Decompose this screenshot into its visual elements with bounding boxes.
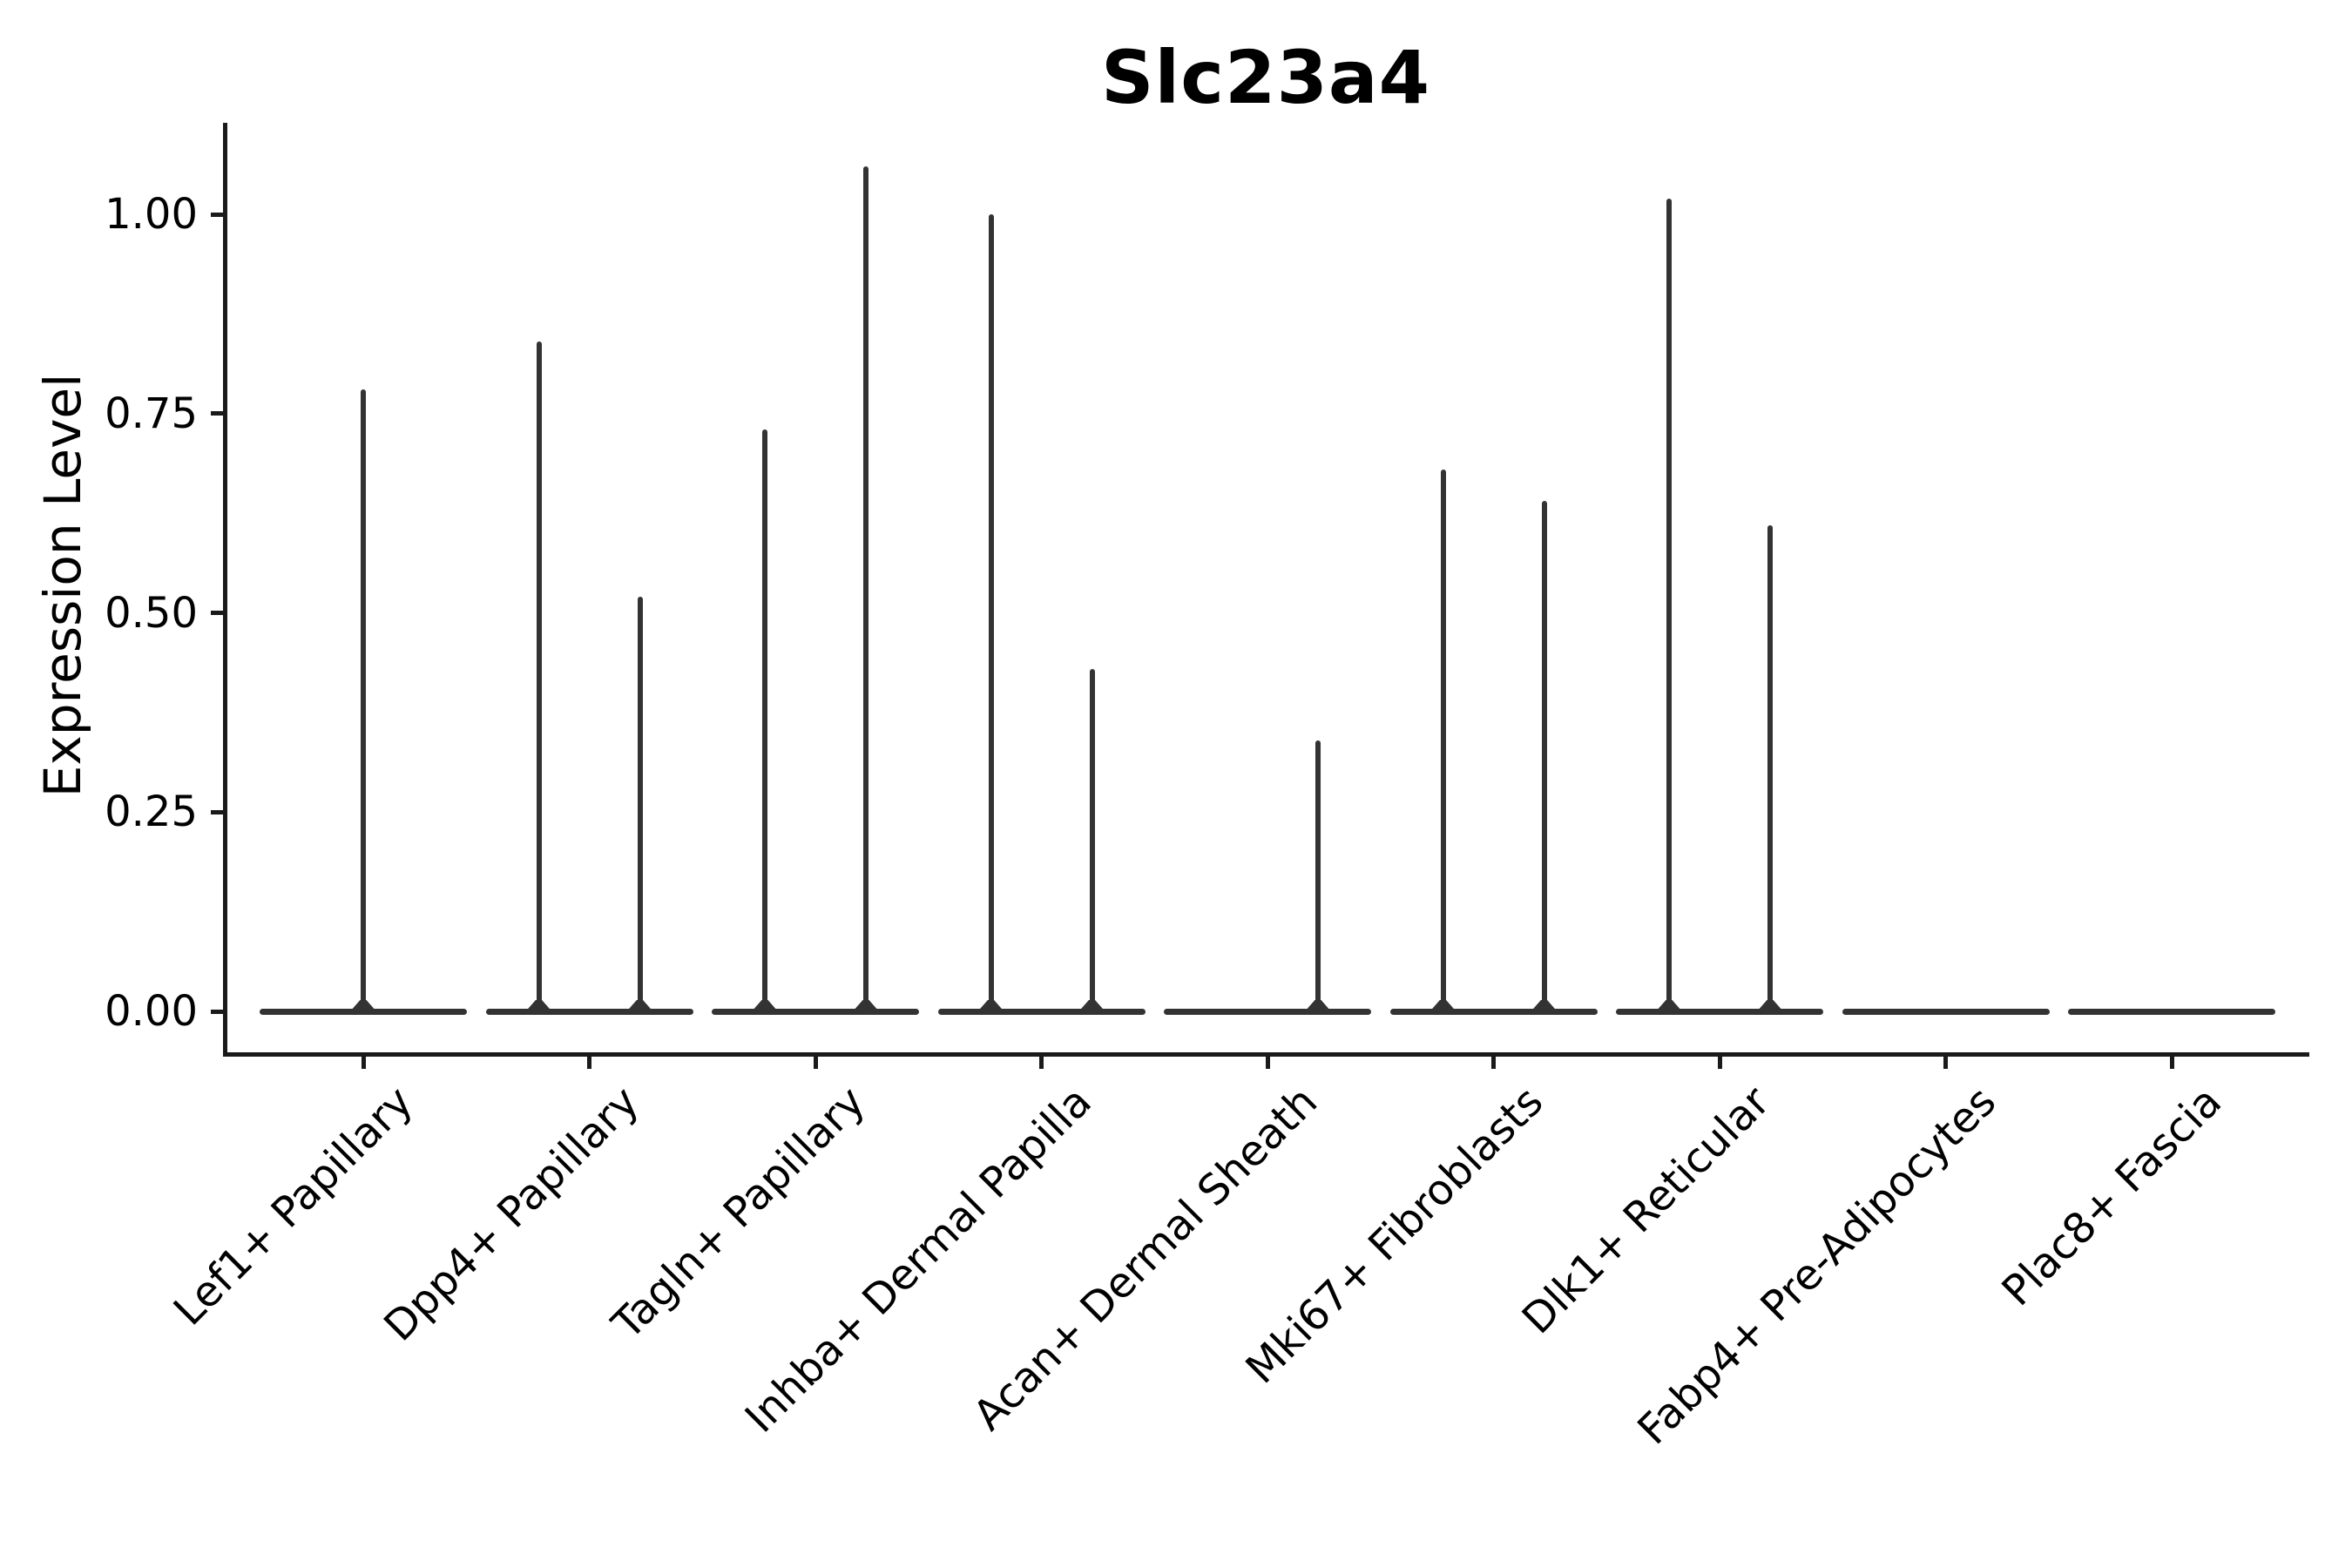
y-tick	[210, 611, 223, 615]
x-tick-label: Tagln+ Papillary	[603, 1077, 875, 1349]
violin-spike	[637, 597, 643, 1011]
violin-base	[1842, 1008, 2050, 1015]
x-tick-label: Dlk1+ Reticular	[1512, 1077, 1780, 1344]
x-tick	[813, 1056, 818, 1069]
violin-base	[712, 1008, 919, 1015]
violin-base	[937, 1008, 1146, 1015]
violin-spike	[1541, 501, 1547, 1011]
violin-base	[2068, 1008, 2275, 1015]
x-tick	[1717, 1056, 1722, 1069]
violin-base	[1164, 1008, 1371, 1015]
x-tick	[2169, 1056, 2174, 1069]
violin-spike	[988, 214, 994, 1011]
x-tick	[361, 1056, 366, 1069]
violin-spike	[1767, 524, 1773, 1011]
x-tick	[1039, 1056, 1044, 1069]
x-tick-label: Fabp4+ Pre-Adipocytes	[1627, 1077, 2005, 1455]
x-tick-label: Lef1+ Papillary	[165, 1077, 423, 1335]
y-tick-label: 0.75	[105, 389, 198, 438]
plot-title: Slc23a4	[1100, 35, 1431, 120]
x-tick	[1491, 1056, 1496, 1069]
violin-base	[485, 1008, 693, 1015]
violin-spike	[863, 166, 868, 1011]
violin-spike	[1666, 198, 1672, 1011]
violin-spike	[361, 389, 366, 1011]
violin-spike	[1315, 740, 1321, 1011]
violin-spike	[762, 429, 767, 1011]
x-tick-label: Plac8+ Fascia	[1992, 1077, 2232, 1316]
y-tick-label: 1.00	[105, 190, 198, 239]
x-tick	[587, 1056, 591, 1069]
x-axis-line	[222, 1051, 2309, 1057]
y-tick	[210, 411, 223, 416]
y-axis-line	[222, 123, 227, 1054]
y-tick-label: 0.50	[105, 588, 198, 638]
violin-spike	[1089, 668, 1095, 1011]
x-tick	[1265, 1056, 1270, 1069]
violin-base	[260, 1008, 467, 1015]
violin-base	[1389, 1008, 1598, 1015]
y-tick	[210, 809, 223, 814]
violin-spike	[1440, 469, 1446, 1011]
y-tick	[210, 1009, 223, 1014]
violin-base	[1616, 1008, 1823, 1015]
y-tick-label: 0.25	[105, 787, 198, 837]
x-tick	[1943, 1056, 1948, 1069]
violin-spike	[536, 341, 542, 1011]
y-axis-label: Expression Level	[33, 373, 92, 798]
y-tick-label: 0.00	[105, 987, 198, 1036]
y-tick	[210, 212, 223, 217]
